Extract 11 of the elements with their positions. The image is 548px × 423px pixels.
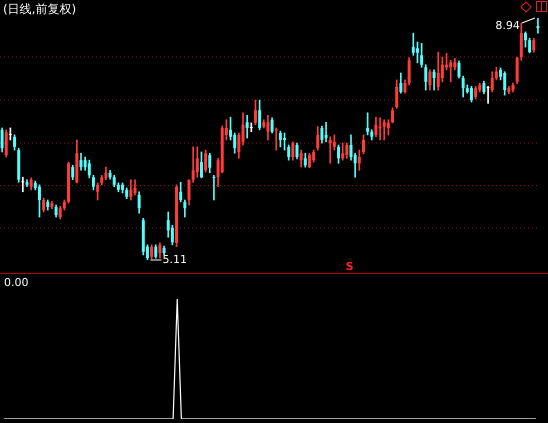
- candlestick: [212, 175, 216, 200]
- candlestick: [536, 18, 540, 34]
- annotation: 8.94: [495, 18, 520, 32]
- candlestick: [486, 86, 490, 104]
- text: 0.00: [4, 276, 28, 289]
- annotation: 5.11: [162, 252, 187, 266]
- chart-title: (日线,前复权): [3, 1, 76, 18]
- candlestick: [324, 122, 328, 142]
- annotation: S: [346, 260, 354, 273]
- candlestick: [378, 118, 382, 140]
- candlestick: [416, 42, 419, 64]
